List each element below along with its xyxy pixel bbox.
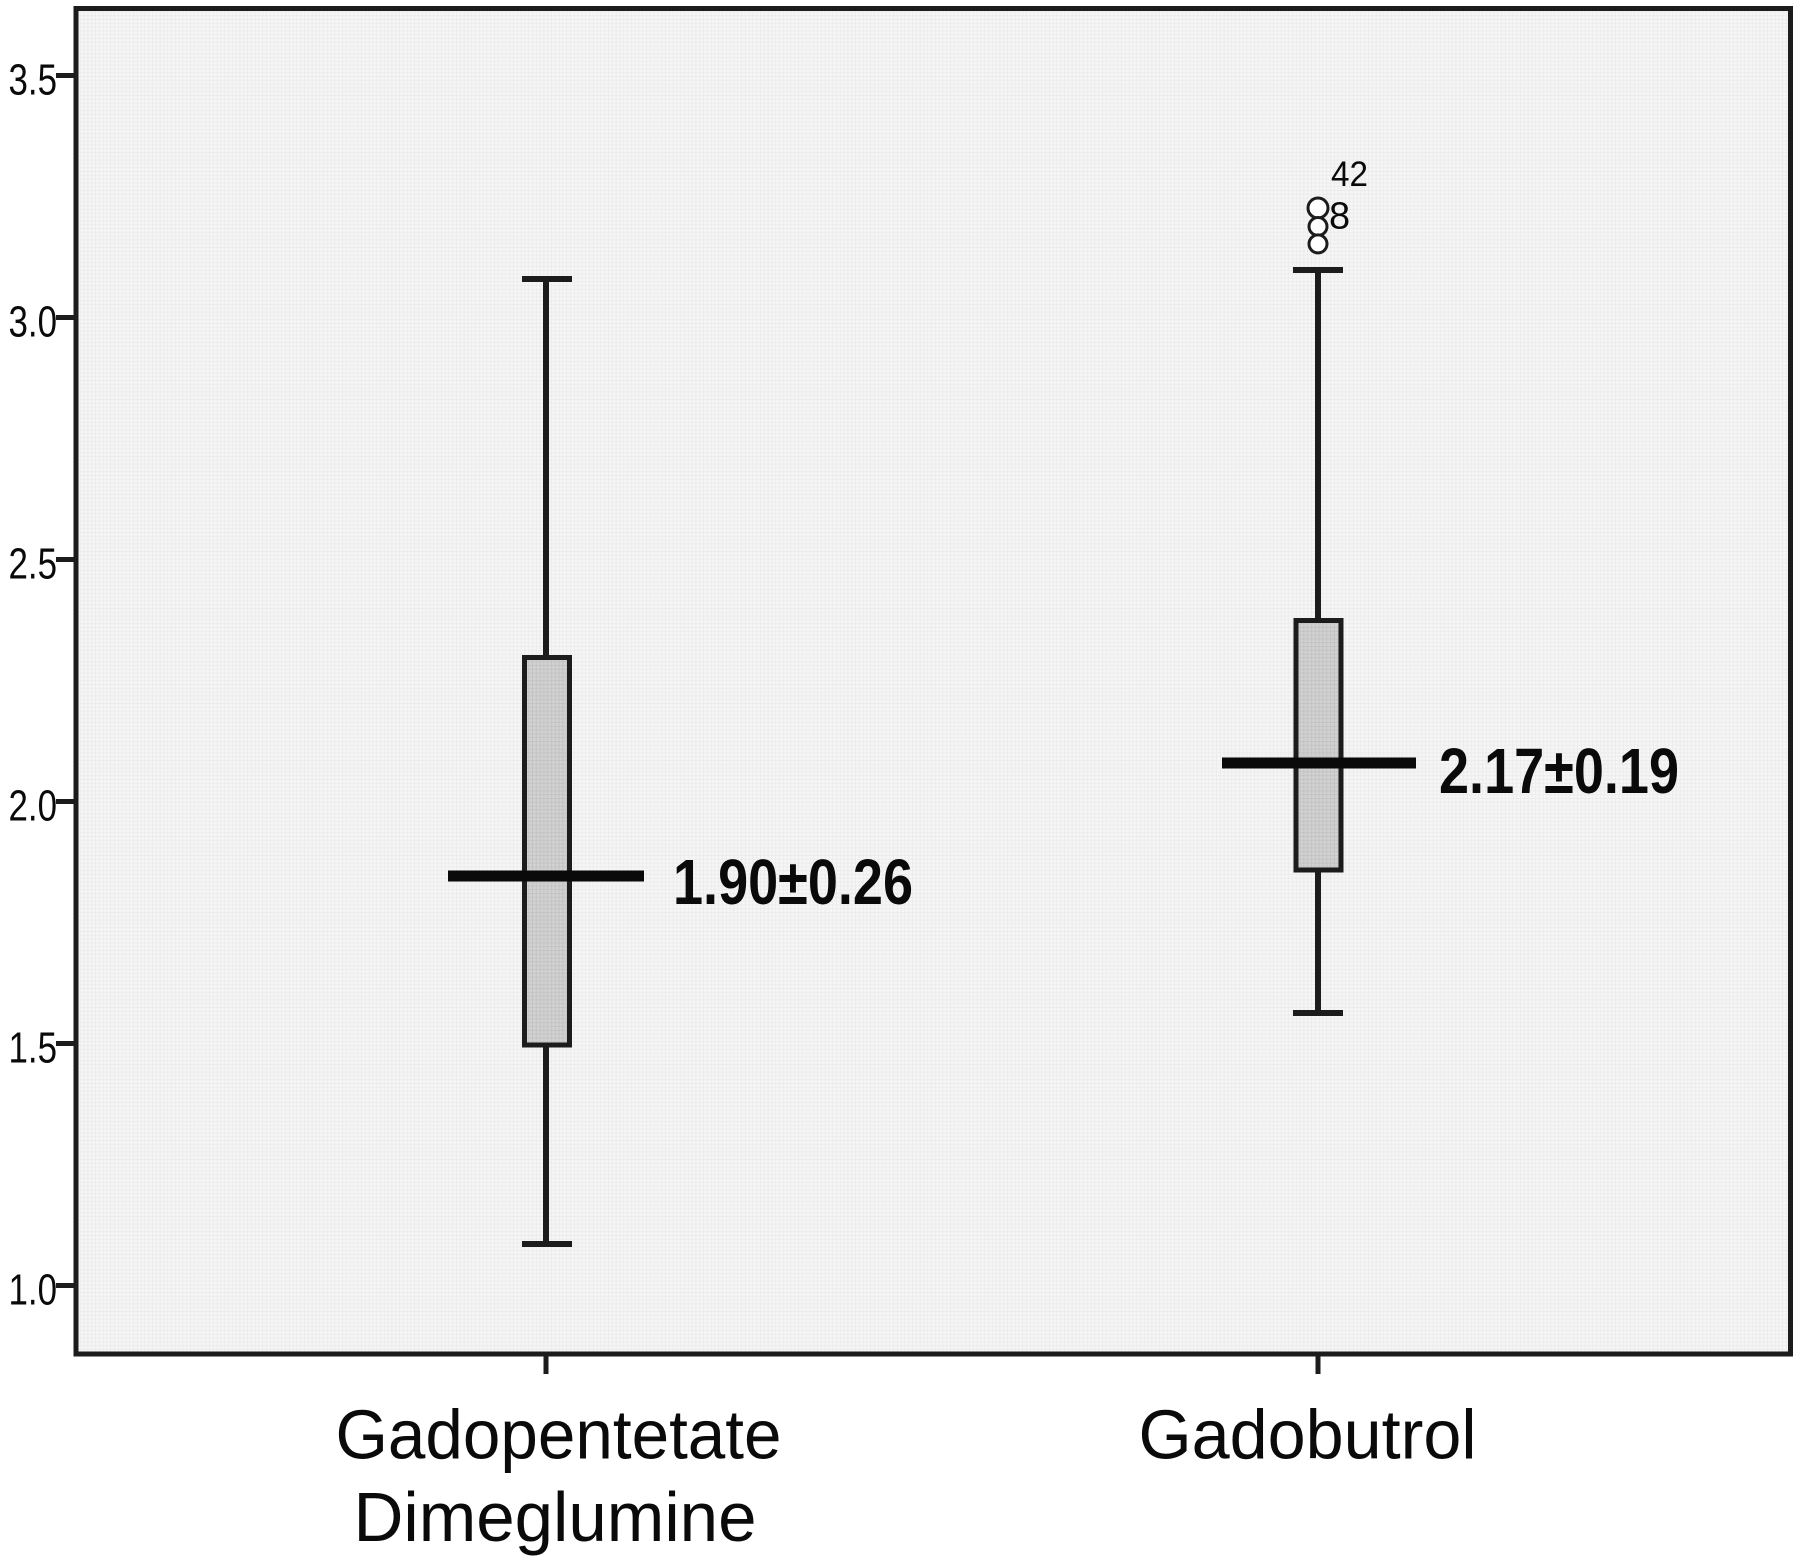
svg-text:1.5: 1.5 [9, 1024, 58, 1073]
svg-text:Gadopentetate: Gadopentetate [336, 1396, 782, 1474]
svg-text:2.17±0.19: 2.17±0.19 [1439, 735, 1679, 807]
svg-text:3.0: 3.0 [9, 298, 58, 347]
svg-text:1.0: 1.0 [9, 1266, 58, 1315]
svg-text:42: 42 [1331, 155, 1368, 194]
svg-text:2.5: 2.5 [9, 540, 58, 589]
svg-text:Gadobutrol: Gadobutrol [1139, 1396, 1477, 1474]
svg-text:2.0: 2.0 [9, 782, 58, 831]
svg-text:Dimeglumine: Dimeglumine [354, 1478, 757, 1556]
svg-text:1.90±0.26: 1.90±0.26 [673, 846, 913, 918]
svg-text:3.5: 3.5 [9, 56, 58, 105]
svg-text:8: 8 [1329, 196, 1350, 238]
